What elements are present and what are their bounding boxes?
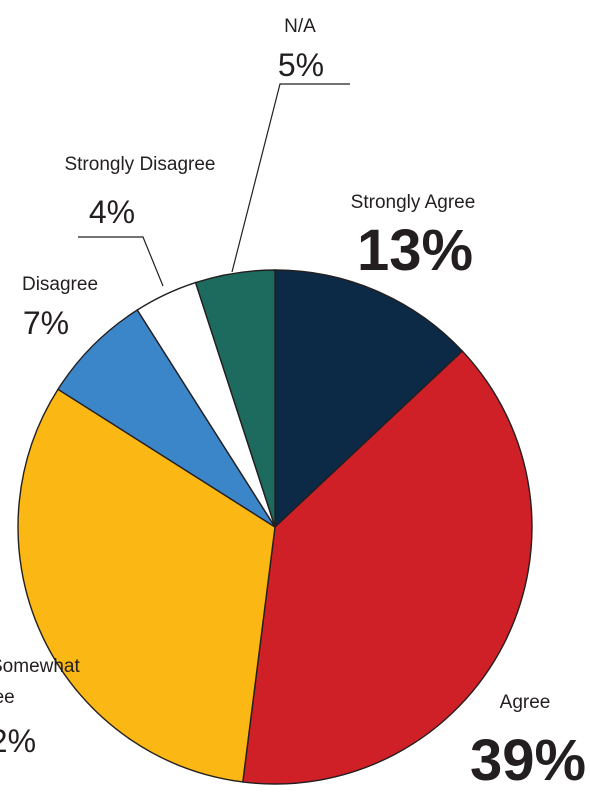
leader-line-strongly-disagree xyxy=(78,236,164,287)
label-strongly-agree-value: 13% xyxy=(357,218,473,283)
pie-slice-disagree xyxy=(57,309,276,528)
label-somewhat-agree-name-line2: Agree xyxy=(0,687,15,708)
label-strongly-disagree-name: Strongly Disagree xyxy=(64,154,215,175)
label-agree-name: Agree xyxy=(500,692,551,713)
pie-slice-strongly-agree xyxy=(274,269,464,529)
pie-slices xyxy=(17,269,533,785)
leader-lines xyxy=(78,83,350,287)
pie-slice-agree xyxy=(242,350,533,785)
label-na-name: N/A xyxy=(284,16,316,37)
pie-slice-somewhat-agree xyxy=(17,388,276,783)
leader-line-na xyxy=(231,83,350,273)
label-disagree-value: 7% xyxy=(23,305,69,341)
label-strongly-disagree-value: 4% xyxy=(89,194,135,230)
label-na-value: 5% xyxy=(278,47,324,83)
label-somewhat-agree-value: 32% xyxy=(0,723,36,759)
pie-slice-n-a xyxy=(194,269,276,528)
label-somewhat-agree-name-line1: Somewhat xyxy=(0,656,80,677)
label-agree-value: 39% xyxy=(470,728,586,792)
label-strongly-agree-name: Strongly Agree xyxy=(351,192,476,213)
label-disagree-name: Disagree xyxy=(22,274,98,295)
